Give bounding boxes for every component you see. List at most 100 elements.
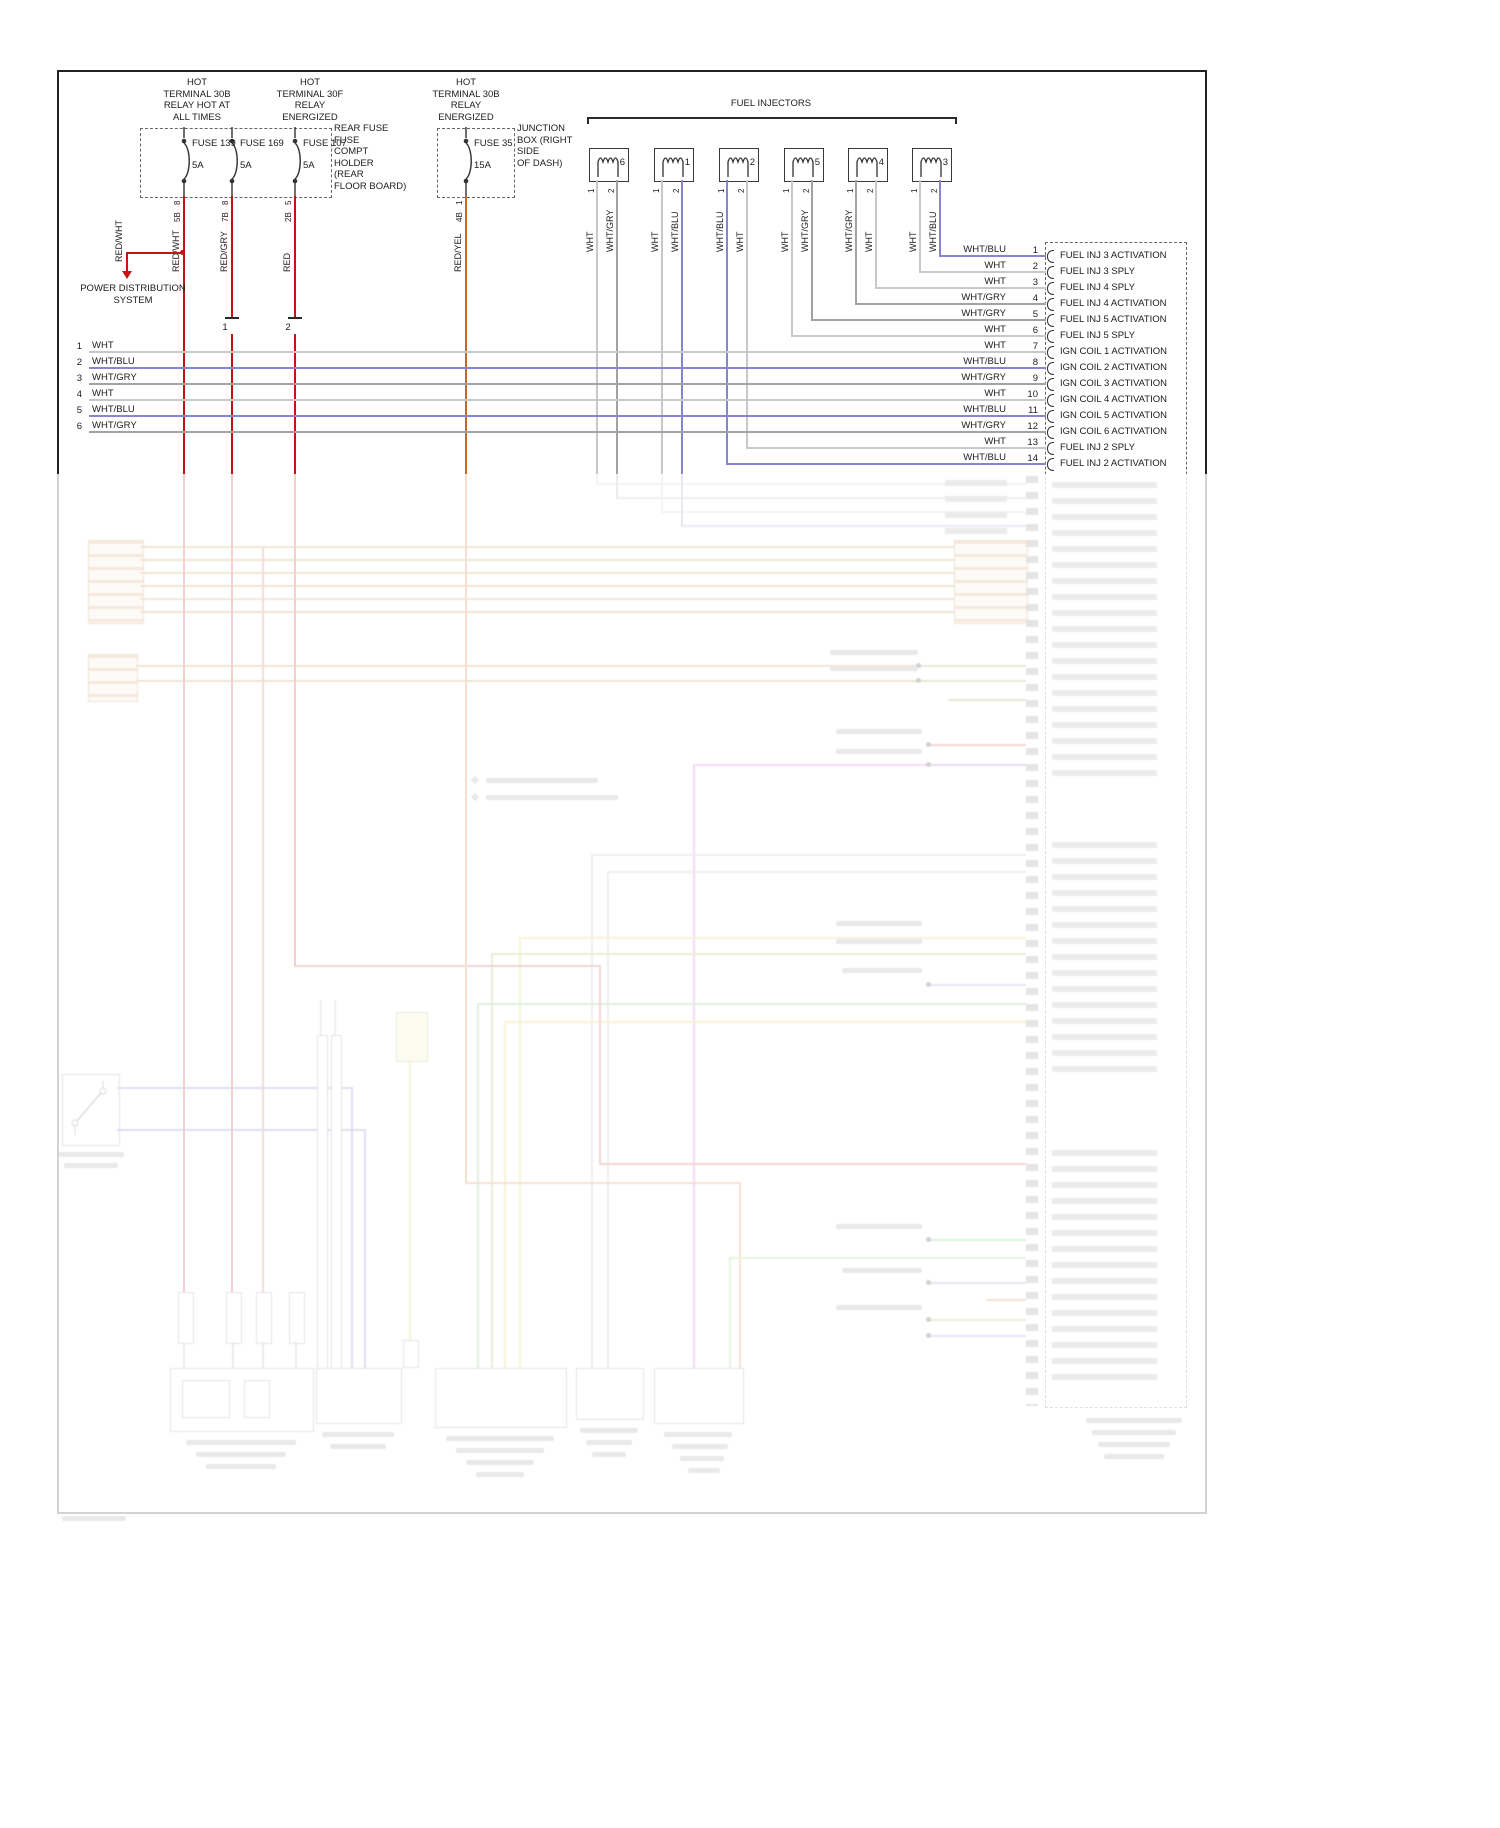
- wire-color-label: WHT/BLU: [670, 211, 680, 253]
- fuse-name: FUSE 107: [303, 138, 347, 149]
- fuel-injector-1: 1: [654, 148, 694, 182]
- ecm-pin-number: 8: [1032, 357, 1038, 368]
- injector-number: 4: [878, 157, 884, 168]
- injector-number: 6: [619, 157, 625, 168]
- pin-socket-icon: [1047, 250, 1054, 263]
- wire-wht: [875, 287, 1046, 289]
- box-label-line: FLOOR BOARD): [334, 180, 407, 192]
- wire-color-label: RED/WHT: [171, 230, 181, 272]
- injector-pin: 1: [587, 188, 596, 193]
- wire-wht-blu: [939, 180, 941, 256]
- fuse-conn-pin: 2B: [284, 212, 293, 222]
- ecm-pin-label: IGN COIL 3 ACTIVATION: [1060, 378, 1167, 389]
- fuse-amp: 15A: [474, 160, 491, 171]
- label-line: POWER DISTRIBUTION: [80, 283, 186, 294]
- wire-wht-blu: [89, 367, 1046, 369]
- injector-coil-icon: [920, 157, 942, 177]
- wire-color-label: RED/WHT: [114, 220, 124, 262]
- fuse-icon: [292, 127, 301, 197]
- ecm-pin-number: 2: [1032, 261, 1038, 272]
- fuse-pin: 5: [284, 200, 293, 205]
- pin-socket-icon: [1047, 442, 1054, 455]
- wire-wht-gry: [616, 180, 618, 498]
- ecm-pin-label: IGN COIL 4 ACTIVATION: [1060, 394, 1167, 405]
- header-line: RELAY: [294, 100, 326, 111]
- wire-color-label: WHT/GRY: [92, 372, 137, 383]
- wire-red-gry: [231, 334, 233, 1292]
- fuse-amp: 5A: [192, 160, 204, 171]
- left-row-number: 5: [76, 405, 82, 416]
- injector-pin: 1: [717, 188, 726, 193]
- header-line: HOT: [186, 77, 208, 88]
- left-row-number: 2: [76, 357, 82, 368]
- ecm-pin-wire-color: WHT/GRY: [961, 292, 1006, 303]
- power-header-1: HOT TERMINAL 30B RELAY HOT AT ALL TIMES: [137, 77, 257, 123]
- wire-red-yel: [465, 196, 467, 1183]
- ecm-pin-label: IGN COIL 6 ACTIVATION: [1060, 426, 1167, 437]
- ecm-pin-wire-color: WHT/BLU: [963, 404, 1006, 415]
- injector-pin: 2: [930, 188, 939, 193]
- box-label-line: COMPT: [334, 146, 369, 157]
- ecm-pin-number: 10: [1027, 389, 1038, 400]
- ecm-pin-wire-color: WHT/BLU: [963, 452, 1006, 463]
- header-line: RELAY HOT AT: [163, 100, 231, 111]
- pin-socket-icon: [1047, 394, 1054, 407]
- wire-wht-blu: [726, 463, 1046, 465]
- splice-ref: 1: [222, 322, 228, 333]
- fuse-conn-pin: 4B: [455, 212, 464, 222]
- ecm-pin-label: FUEL INJ 2 SPLY: [1060, 442, 1135, 453]
- ecm-pin-number: 1: [1032, 245, 1038, 256]
- wire-color-label: RED: [282, 252, 292, 272]
- header-line: TERMINAL 30B: [432, 88, 500, 100]
- wire-color-label: WHT/GRY: [800, 209, 810, 252]
- fuel-injector-5: 5: [784, 148, 824, 182]
- wire-red-wht-branch: [126, 252, 128, 272]
- wire-color-label: RED/GRY: [219, 231, 229, 272]
- left-row-number: 6: [76, 421, 82, 432]
- fuse-name: FUSE 35: [474, 138, 513, 149]
- injector-number: 2: [749, 157, 755, 168]
- fuse-pin: 1: [455, 200, 464, 205]
- injector-coil-icon: [597, 157, 619, 177]
- wire-wht-gry: [811, 319, 1046, 321]
- pin-socket-icon: [1047, 330, 1054, 343]
- ecm-pin-label: FUEL INJ 5 SPLY: [1060, 330, 1135, 341]
- wire-color-label: WHT/BLU: [92, 356, 135, 367]
- fuse-pin: 8: [221, 200, 230, 205]
- injector-pin: 1: [846, 188, 855, 193]
- injector-number: 5: [814, 157, 820, 168]
- wire-color-label: WHT: [735, 231, 745, 253]
- wire-red-wht: [183, 196, 185, 1292]
- ecm-pin-number: 11: [1028, 405, 1038, 416]
- wire-red-gry: [231, 196, 233, 318]
- pin-socket-icon: [1047, 426, 1054, 439]
- power-header-2: HOT TERMINAL 30F RELAY ENERGIZED: [250, 77, 370, 123]
- fuse-name: FUSE 169: [240, 138, 284, 149]
- ecm-pin-number: 5: [1032, 309, 1038, 320]
- box-label-line: FUSE: [334, 134, 360, 146]
- wire-color-label: WHT: [650, 231, 660, 253]
- power-distribution-label: POWER DISTRIBUTION SYSTEM: [66, 283, 200, 306]
- ecm-pin-number: 13: [1027, 437, 1038, 448]
- injector-pin: 2: [737, 188, 746, 193]
- junction-box-label: JUNCTION BOX (RIGHT SIDE OF DASH): [517, 123, 572, 169]
- wire-color-label: WHT/BLU: [92, 404, 135, 415]
- box-label-line: SIDE: [517, 146, 540, 157]
- wire-wht: [919, 180, 921, 272]
- injector-pin: 1: [782, 188, 791, 193]
- ecm-pin-wire-color: WHT/GRY: [961, 420, 1006, 431]
- header-line: HOT: [299, 77, 321, 88]
- wire-color-label: WHT: [92, 340, 114, 351]
- wire-red-wht-branch: [126, 252, 184, 254]
- wire-end-tick: [225, 317, 239, 319]
- wire-wht: [746, 447, 1046, 449]
- fuel-injector-6: 6: [589, 148, 629, 182]
- ecm-pin-label: IGN COIL 1 ACTIVATION: [1060, 346, 1167, 357]
- ecm-pin-wire-color: WHT: [984, 340, 1006, 351]
- ecm-pin-label: FUEL INJ 3 ACTIVATION: [1060, 250, 1167, 261]
- junction-dot: [180, 250, 185, 255]
- pin-socket-icon: [1047, 410, 1054, 423]
- injector-coil-icon: [792, 157, 814, 177]
- wire-wht: [791, 180, 793, 336]
- wire-wht: [596, 180, 598, 484]
